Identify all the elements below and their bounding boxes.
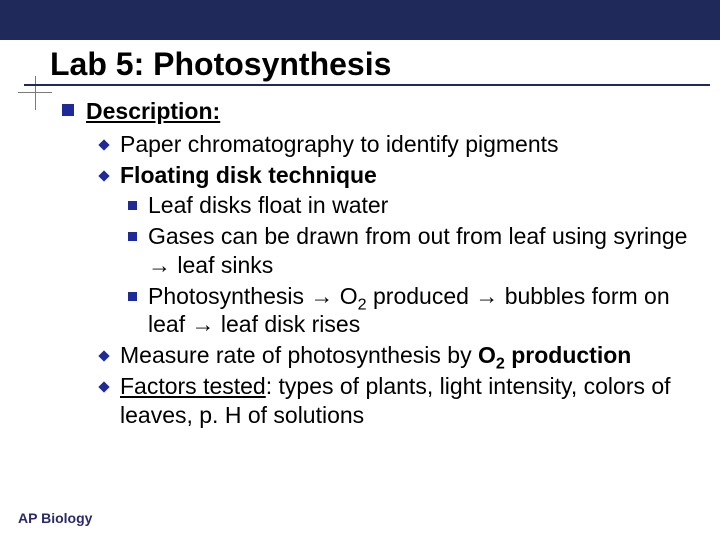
arrow-icon: → (191, 311, 214, 337)
item-text: Paper chromatography to identify pigment… (120, 131, 559, 157)
item-text: Floating disk technique (120, 162, 377, 188)
crosshair-horizontal (18, 92, 52, 93)
item-text-a: Factors tested (120, 373, 266, 399)
heading-label: Description (86, 98, 213, 124)
item-text-e: leaf disk rises (214, 311, 360, 337)
diamond-bullet-icon (98, 139, 109, 150)
item-text-a: Photosynthesis (148, 283, 310, 309)
diamond-bullet-icon (98, 170, 109, 181)
item-text-a: Measure rate of photosynthesis by (120, 342, 478, 368)
title-underline (24, 84, 710, 86)
item-measure-rate: Measure rate of photosynthesis by O2 pro… (62, 341, 700, 370)
crosshair-vertical (35, 76, 36, 110)
item-factors: Factors tested: types of plants, light i… (62, 372, 700, 430)
diamond-bullet-icon (98, 350, 109, 361)
diamond-bullet-icon (98, 381, 109, 392)
item-text-b: leaf sinks (171, 252, 273, 278)
subitem-photosynthesis: Photosynthesis → O2 produced → bubbles f… (62, 282, 700, 340)
slide-title: Lab 5: Photosynthesis (50, 46, 720, 83)
subitem-gases: Gases can be drawn from out from leaf us… (62, 222, 700, 280)
item-text: Leaf disks float in water (148, 192, 388, 218)
footer-label: AP Biology (18, 510, 92, 526)
heading-description: Description: (62, 97, 700, 126)
item-text-c: production (505, 342, 631, 368)
square-bullet-icon (62, 104, 74, 116)
arrow-icon: → (148, 252, 171, 278)
item-text-c: produced (367, 283, 476, 309)
item-floating-disk: Floating disk technique (62, 161, 700, 190)
title-region: Lab 5: Photosynthesis (0, 40, 720, 83)
subitem-leaf-float: Leaf disks float in water (62, 191, 700, 220)
item-text-b: O (333, 283, 357, 309)
item-chromatography: Paper chromatography to identify pigment… (62, 130, 700, 159)
square-bullet-icon (128, 201, 137, 210)
item-text-a: Gases can be drawn from out from leaf us… (148, 223, 687, 249)
subscript: 2 (496, 355, 505, 373)
square-bullet-icon (128, 232, 137, 241)
arrow-icon: → (310, 283, 333, 309)
top-bar (0, 0, 720, 40)
item-text-b: O (478, 342, 496, 368)
content-body: Description: Paper chromatography to ide… (0, 83, 720, 429)
square-bullet-icon (128, 292, 137, 301)
arrow-icon: → (475, 283, 498, 309)
